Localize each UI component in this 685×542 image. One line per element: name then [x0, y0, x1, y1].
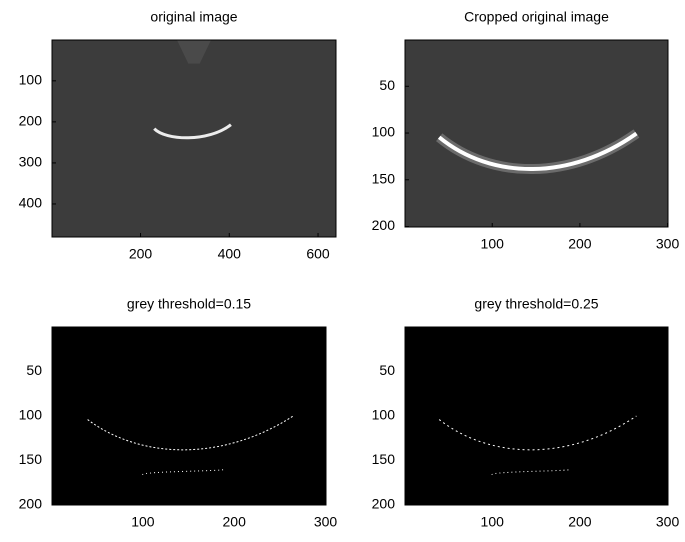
y-tick-label: 400: [19, 195, 43, 211]
x-tick-label: 400: [218, 246, 242, 262]
chart-title: Cropped original image: [464, 9, 609, 25]
edge-points: [87, 415, 294, 451]
y-tick-label: 100: [372, 124, 396, 140]
chart-title: original image: [150, 9, 237, 25]
axes-box: [51, 39, 337, 238]
x-tick-label: 100: [481, 514, 505, 530]
x-tick-label: 300: [656, 514, 680, 530]
x-tick-label: 300: [656, 236, 680, 252]
y-tick-label: 200: [372, 495, 396, 511]
y-tick-label: 200: [19, 495, 43, 511]
chart-title: grey threshold=0.25: [474, 296, 598, 312]
x-tick-label: 200: [568, 236, 592, 252]
y-tick-label: 50: [379, 362, 395, 378]
x-tick-label: 200: [129, 246, 153, 262]
y-tick-label: 50: [26, 362, 42, 378]
y-tick-label: 100: [19, 72, 43, 88]
y-tick-label: 200: [372, 217, 396, 233]
y-tick-label: 200: [19, 113, 43, 129]
edge-points: [438, 415, 637, 451]
bright-edge: [437, 131, 638, 172]
image-background: [405, 40, 668, 227]
y-tick-label: 300: [19, 154, 43, 170]
y-tick-label: 100: [19, 406, 43, 422]
y-tick-label: 150: [19, 451, 43, 467]
x-tick-label: 100: [481, 236, 505, 252]
y-tick-label: 150: [372, 451, 396, 467]
image-shadow: [176, 40, 212, 64]
bright-edge: [153, 123, 232, 140]
x-tick-label: 200: [223, 514, 247, 530]
edge-points: [141, 468, 226, 476]
y-tick-label: 50: [379, 77, 395, 93]
y-tick-label: 150: [372, 170, 396, 186]
image-background: [52, 327, 326, 505]
x-tick-label: 200: [568, 514, 592, 530]
x-tick-label: 600: [306, 246, 330, 262]
x-tick-label: 300: [314, 514, 338, 530]
x-tick-label: 100: [131, 514, 155, 530]
edge-points: [491, 468, 572, 476]
y-tick-label: 100: [372, 406, 396, 422]
image-background: [405, 327, 668, 505]
chart-title: grey threshold=0.15: [127, 296, 251, 312]
